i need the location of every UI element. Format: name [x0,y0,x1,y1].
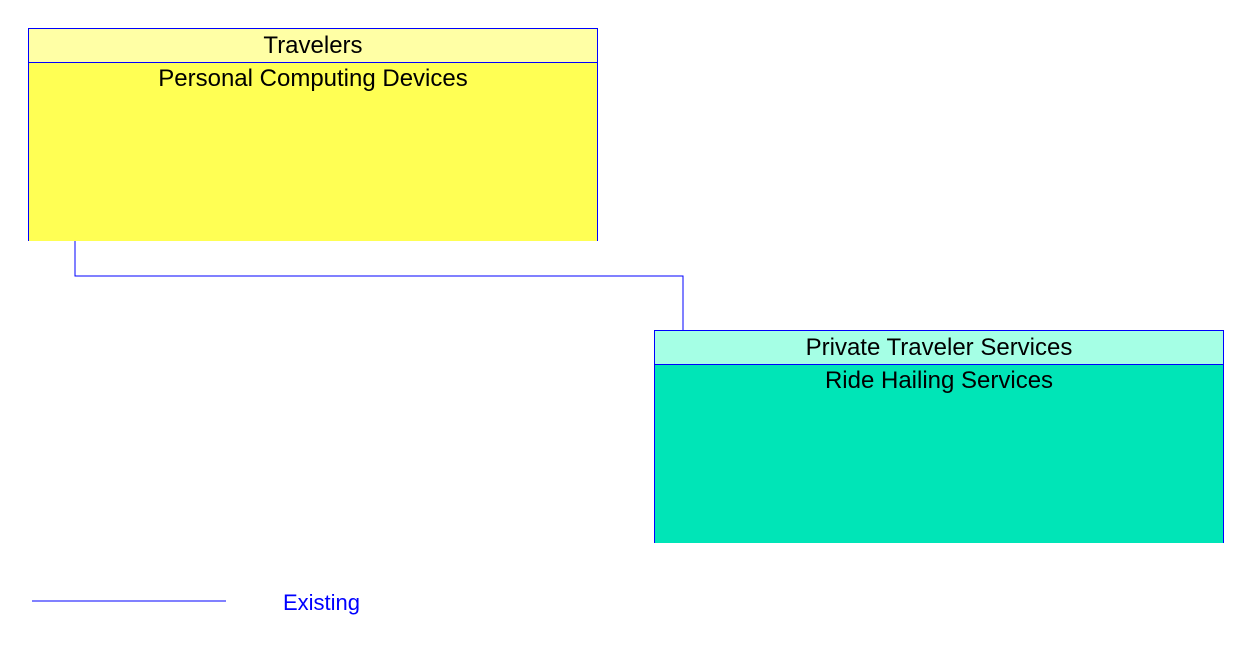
node-travelers-body: Personal Computing Devices [29,63,597,241]
node-pts-body: Ride Hailing Services [655,365,1223,543]
node-pts-header: Private Traveler Services [655,331,1223,365]
node-pts-body-label: Ride Hailing Services [825,367,1053,394]
node-travelers-body-label: Personal Computing Devices [158,65,467,92]
legend-label: Existing [283,590,360,616]
node-travelers-header: Travelers [29,29,597,63]
node-travelers: Travelers Personal Computing Devices [28,28,598,241]
legend-label-text: Existing [283,590,360,615]
node-private-traveler-services: Private Traveler Services Ride Hailing S… [654,330,1224,543]
node-pts-header-label: Private Traveler Services [806,334,1073,362]
node-travelers-header-label: Travelers [263,32,362,60]
edge-travelers-to-pts [75,241,683,330]
diagram-canvas: Travelers Personal Computing Devices Pri… [0,0,1252,658]
